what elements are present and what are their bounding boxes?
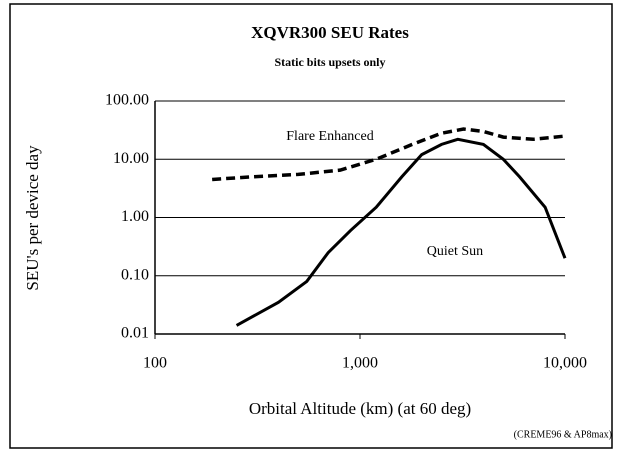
y-tick-label: 0.01 (121, 325, 149, 342)
x-axis-label: Orbital Altitude (km) (at 60 deg) (249, 399, 471, 418)
series-label: Flare Enhanced (286, 129, 373, 144)
y-tick-label: 0.10 (121, 266, 149, 283)
x-tick-label: 100 (143, 355, 167, 372)
series-label: Quiet Sun (427, 244, 483, 259)
series-line (235, 137, 567, 327)
series-line (212, 127, 566, 182)
y-tick-label: 10.00 (113, 150, 149, 167)
x-tick-label: 10,000 (543, 355, 587, 372)
y-tick-label: 100.00 (105, 92, 149, 109)
chart-subtitle: Static bits upsets only (274, 55, 385, 69)
source-note: (CREME96 & AP8max) (514, 429, 612, 440)
chart-title: XQVR300 SEU Rates (251, 23, 409, 42)
x-tick-label: 1,000 (342, 355, 378, 372)
y-tick-label: 1.00 (121, 208, 149, 225)
frame (9, 3, 613, 449)
y-axis-label: SEU's per device day (23, 145, 42, 291)
